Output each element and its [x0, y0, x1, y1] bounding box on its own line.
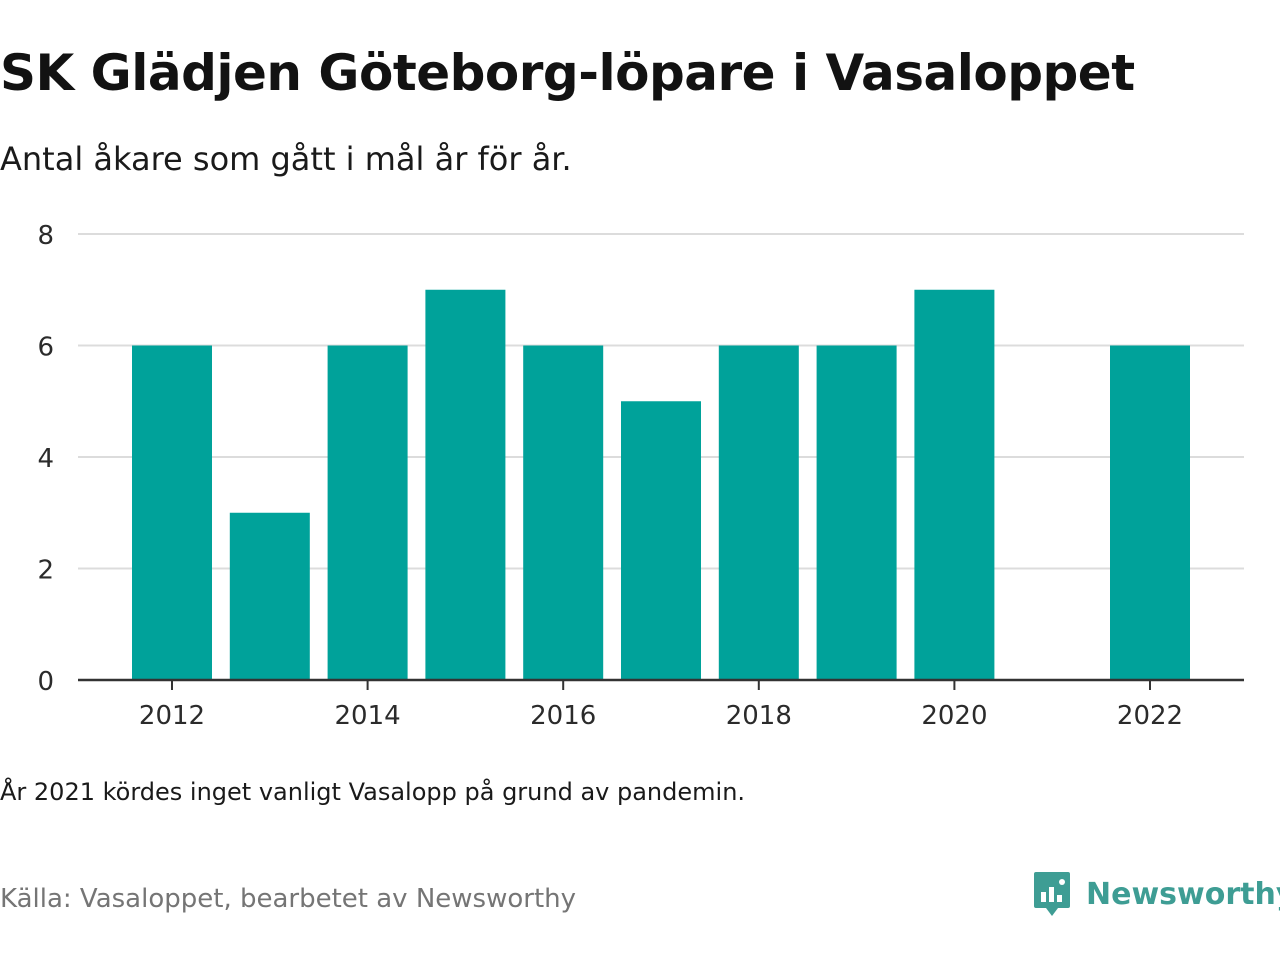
x-tick-label: 2012: [139, 701, 205, 731]
x-tick-label: 2018: [726, 701, 792, 731]
bar-2013[interactable]: [229, 512, 310, 680]
bar-2018[interactable]: [718, 345, 799, 681]
y-tick-label: 2: [37, 556, 54, 586]
bar-2019[interactable]: [816, 345, 897, 681]
x-tick-label: 2022: [1117, 701, 1183, 731]
y-tick-label: 4: [37, 444, 54, 474]
bar-2016[interactable]: [523, 345, 604, 681]
x-tick-label: 2014: [335, 701, 401, 731]
chart-subtitle: Antal åkare som gått i mål år för år.: [0, 140, 572, 178]
chart-note: År 2021 kördes inget vanligt Vasalopp på…: [0, 778, 746, 806]
newsworthy-logo-icon: [1034, 872, 1070, 916]
y-tick-label: 6: [37, 333, 54, 363]
source-text: Källa: Vasaloppet, bearbetet av Newswort…: [0, 884, 576, 914]
bar-2012[interactable]: [132, 345, 212, 681]
bar-2015[interactable]: [425, 289, 506, 680]
bar-2020[interactable]: [914, 289, 995, 680]
y-tick-label: 8: [37, 221, 54, 251]
brand-name: Newsworthy: [1086, 876, 1280, 912]
chart-title: SK Glädjen Göteborg-löpare i Vasaloppet: [0, 44, 1135, 102]
bar-2014[interactable]: [327, 345, 408, 681]
bar-2022[interactable]: [1110, 345, 1190, 681]
x-tick-label: 2016: [530, 701, 596, 731]
y-tick-label: 0: [37, 667, 54, 697]
bar-2017[interactable]: [621, 401, 701, 680]
bar-chart: 0 2 4 6 8 2012 2014 2016 2018 2020 2022: [37, 221, 1244, 731]
brand-logo[interactable]: Newsworthy: [1032, 870, 1280, 918]
x-tick-label: 2020: [921, 701, 987, 731]
